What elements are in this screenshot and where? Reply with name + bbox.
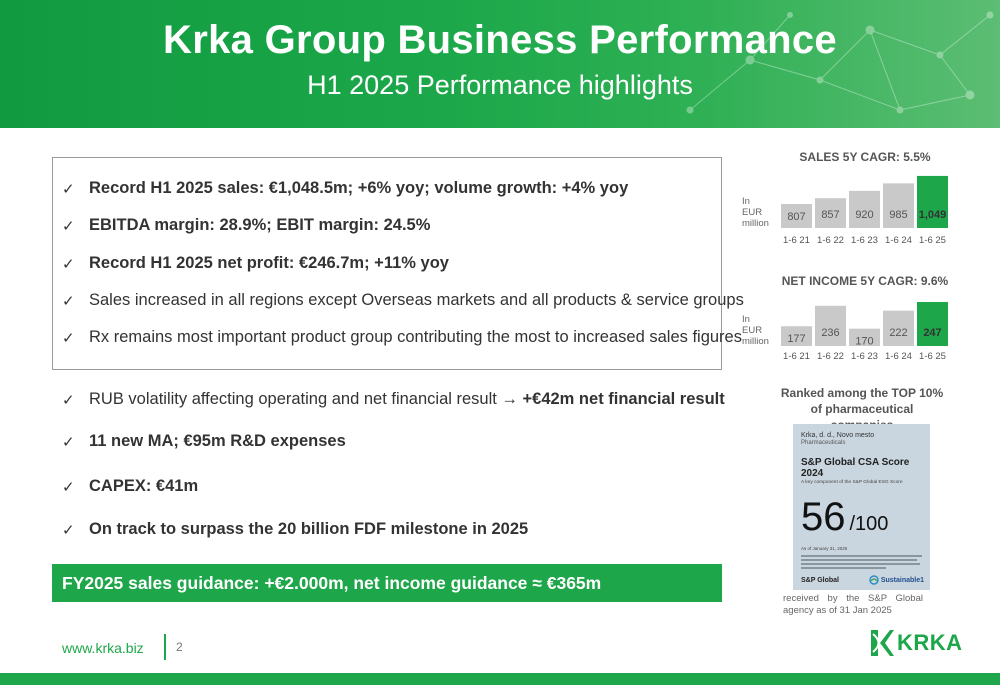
category-label: 1-6 22 <box>817 235 844 246</box>
highlight-item: ✓ Record H1 2025 sales: €1,048.5m; +6% y… <box>62 179 629 198</box>
sp-company-name: Krka, d. d., Novo mesto <box>801 432 875 439</box>
header-banner: Krka Group Business Performance H1 2025 … <box>0 0 1000 128</box>
check-icon: ✓ <box>62 180 75 198</box>
krka-logo: KRKA <box>868 628 963 658</box>
sp-score-value: 56 <box>801 495 846 539</box>
units-line: million <box>742 336 769 347</box>
sp-industry: Pharmaceuticals <box>801 440 846 446</box>
highlight-item: ✓ Record H1 2025 net profit: €246.7m; +1… <box>62 254 449 273</box>
category-label: 1-6 25 <box>919 351 946 362</box>
bar-value-label: 807 <box>787 211 805 223</box>
check-icon: ✓ <box>62 391 75 409</box>
check-icon: ✓ <box>62 292 75 310</box>
highlight-item: ✓ 11 new MA; €95m R&D expenses <box>62 432 346 451</box>
bottom-strip <box>0 673 1000 685</box>
sales-units-label: In EUR million <box>742 196 769 229</box>
bar-value-label: 1,049 <box>919 209 947 221</box>
units-line: In <box>742 196 750 207</box>
highlights-box <box>52 157 722 370</box>
category-label: 1-6 21 <box>783 235 810 246</box>
sp-score: 56 /100 <box>801 495 922 540</box>
bar-value-label: 247 <box>923 327 941 339</box>
bar-value-label: 857 <box>821 209 839 221</box>
highlight-item: ✓ EBITDA margin: 28.9%; EBIT margin: 24.… <box>62 216 431 235</box>
net-income-chart-title: NET INCOME 5Y CAGR: 9.6% <box>781 274 949 288</box>
sp-global-certificate: Krka, d. d., Novo mesto Pharmaceuticals … <box>793 424 930 590</box>
sp-fine-print <box>801 555 922 569</box>
page-number: 2 <box>176 640 183 654</box>
bar-value-label: 236 <box>821 327 839 339</box>
units-line: EUR <box>742 325 763 336</box>
page-subtitle: H1 2025 Performance highlights <box>307 70 693 100</box>
net-income-units-label: In EUR million <box>742 314 769 347</box>
bar-value-label: 177 <box>787 333 805 345</box>
sustainable1-icon <box>869 575 879 585</box>
bar-value-label: 170 <box>855 336 873 348</box>
sp-date: As of January 31, 2025 <box>801 546 848 551</box>
category-label: 1-6 23 <box>851 235 878 246</box>
sp-component: A key component of the S&P Global ESG Sc… <box>801 480 903 485</box>
check-icon: ✓ <box>62 433 75 451</box>
check-icon: ✓ <box>62 255 75 273</box>
units-line: million <box>742 218 769 229</box>
sp-score-denominator: /100 <box>849 513 889 535</box>
guidance-banner: FY2025 sales guidance: +€2.000m, net inc… <box>52 564 722 602</box>
highlight-item: ✓ Rx remains most important product grou… <box>62 328 742 347</box>
krka-logo-icon <box>871 630 894 656</box>
bar-1-6-21 <box>781 326 812 346</box>
bar-1-6-22 <box>815 198 846 228</box>
check-icon: ✓ <box>62 478 75 496</box>
bar-1-6-25 <box>917 175 948 228</box>
bar-1-6-24 <box>883 183 914 228</box>
bar-1-6-23 <box>849 328 880 346</box>
sp-card-footer: S&P Global Sustainable1 <box>801 575 924 585</box>
page-title: Krka Group Business Performance <box>163 18 837 62</box>
highlight-item: ✓ CAPEX: €41m <box>62 477 199 496</box>
sustainable1-badge: Sustainable1 <box>869 575 924 585</box>
category-label: 1-6 23 <box>851 351 878 362</box>
highlight-item: ✓ RUB volatility affecting operating and… <box>62 390 725 409</box>
website-link[interactable]: www.krka.biz <box>62 640 144 656</box>
bar-1-6-25 <box>917 301 948 346</box>
sp-heading: S&P Global CSA Score 2024 <box>801 457 910 479</box>
highlight-item: ✓ On track to surpass the 20 billion FDF… <box>62 520 529 539</box>
bar-1-6-24 <box>883 310 914 346</box>
network-decoration-icon <box>686 11 994 114</box>
ranking-note: received by the S&P Global agency as of … <box>783 593 923 616</box>
units-line: In <box>742 314 750 325</box>
net-income-bar-chart: 177 1-6 21 236 1-6 22 170 1-6 23 222 1-6 24 247 1… <box>781 301 948 362</box>
check-icon: ✓ <box>62 521 75 539</box>
footer-divider <box>164 634 166 660</box>
highlight-item: ✓ Sales increased in all regions except … <box>62 291 744 310</box>
check-icon: ✓ <box>62 329 75 347</box>
sales-bar-chart: 807 1-6 21 857 1-6 22 920 1-6 23 985 1-6 24 1,04… <box>781 175 948 246</box>
bar-1-6-23 <box>849 190 880 228</box>
bar-1-6-21 <box>781 203 812 228</box>
bar-value-label: 920 <box>855 209 873 221</box>
category-label: 1-6 24 <box>885 351 912 362</box>
bar-value-label: 222 <box>889 327 907 339</box>
category-label: 1-6 21 <box>783 351 810 362</box>
units-line: EUR <box>742 207 763 218</box>
sp-brand: S&P Global <box>801 576 839 584</box>
category-label: 1-6 24 <box>885 235 912 246</box>
check-icon: ✓ <box>62 217 75 235</box>
bar-value-label: 985 <box>889 209 907 221</box>
sales-chart-title: SALES 5Y CAGR: 5.5% <box>799 150 931 164</box>
category-label: 1-6 25 <box>919 235 946 246</box>
category-label: 1-6 22 <box>817 351 844 362</box>
bar-1-6-22 <box>815 305 846 346</box>
krka-logo-text: KRKA <box>897 630 963 655</box>
